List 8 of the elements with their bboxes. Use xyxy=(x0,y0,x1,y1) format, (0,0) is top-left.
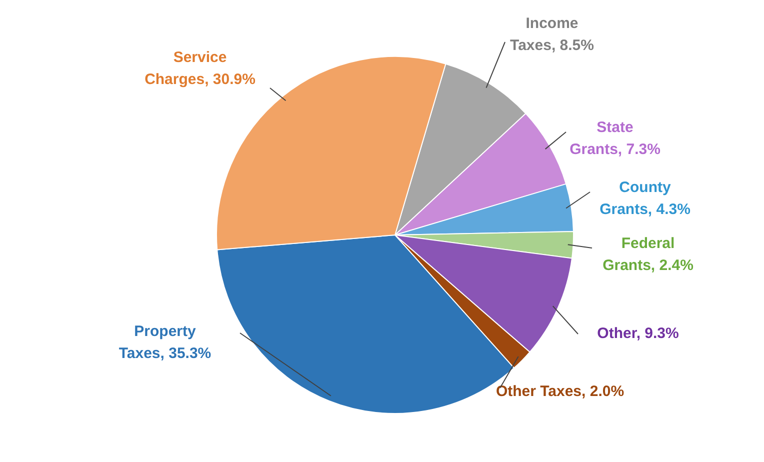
slice-label: Federal Grants, 2.4% xyxy=(602,235,694,274)
slice-label: Other Taxes, 2.0% xyxy=(496,383,624,400)
slice-label: Service Charges, 30.9% xyxy=(144,49,256,88)
slice-label: County Grants, 4.3% xyxy=(600,179,690,218)
slice-label: Property Taxes, 35.3% xyxy=(118,323,212,362)
slice-label: Income Taxes, 8.5% xyxy=(510,15,594,54)
slice-label: Other, 9.3% xyxy=(597,325,679,342)
slice-label: State Grants, 7.3% xyxy=(570,119,660,158)
